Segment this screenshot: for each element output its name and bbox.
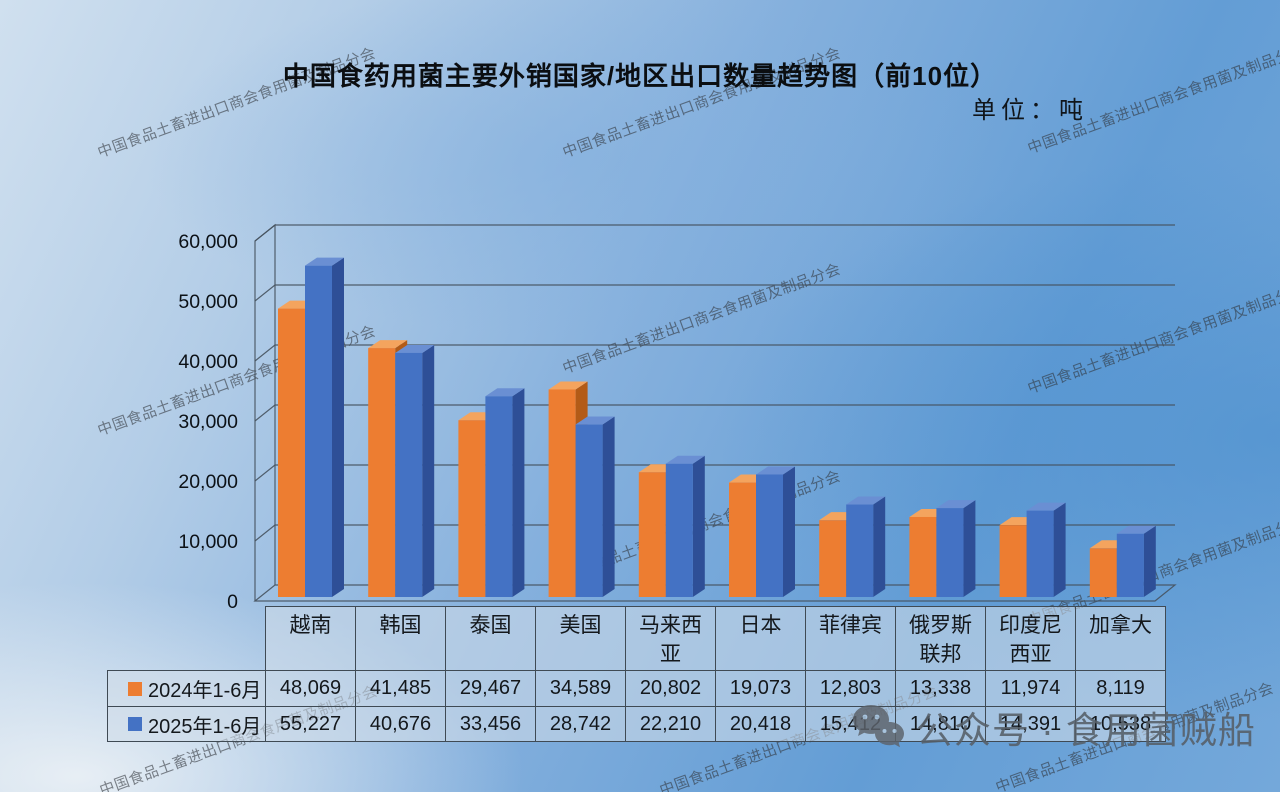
y-axis-label: 50,000 (178, 291, 238, 313)
table-header-cell: 日本 (715, 606, 806, 671)
table-value-cell: 20,802 (625, 670, 716, 707)
bar-2025年1-6月-side (783, 466, 795, 597)
legend-swatch (128, 717, 142, 731)
page-title: 中国食药用菌主要外销国家/地区出口数量趋势图（前10位） (282, 61, 998, 91)
bar-2025年1-6月-side (332, 257, 344, 597)
table-value-cell: 19,073 (715, 670, 806, 707)
table-header-cell: 俄罗斯 联邦 (895, 606, 986, 671)
chart-floor (253, 584, 1177, 602)
bar-2024年1-6月-front (1089, 548, 1117, 597)
table-value-cell: 29,467 (445, 670, 536, 707)
legend-swatch (128, 681, 142, 696)
table-value-cell: 20,418 (715, 706, 806, 742)
grid-line (254, 224, 1175, 242)
table-header-cell: 越南 (265, 606, 356, 671)
bar-2025年1-6月-side (602, 416, 615, 597)
table-header-cell: 马来西 亚 (625, 606, 716, 671)
bar-2025年1-6月-top (665, 455, 705, 464)
table-value-cell: 13,338 (895, 670, 986, 707)
table-value-cell: 34,589 (535, 670, 626, 707)
bar-2024年1-6月-front (638, 472, 666, 597)
bar-2024年1-6月-top (368, 340, 408, 349)
bar-2024年1-6月-front (458, 420, 486, 597)
bar-2025年1-6月-front (305, 265, 332, 597)
bar-2024年1-6月-front (819, 520, 847, 597)
y-axis-label: 10,000 (178, 531, 238, 553)
table-value-cell: 22,210 (625, 706, 716, 742)
bar-2025年1-6月-front (756, 474, 783, 597)
bar-2025年1-6月-side (873, 496, 886, 597)
bar-2025年1-6月-front (485, 396, 513, 597)
bar-2025年1-6月-top (485, 388, 525, 397)
table-value-cell: 33,456 (445, 706, 536, 742)
bar-2025年1-6月-top (846, 496, 886, 505)
table-value-cell: 40,676 (355, 706, 446, 742)
bar-2025年1-6月-top (575, 416, 615, 425)
table-value-cell: 10,538 (1075, 706, 1166, 742)
bar-2025年1-6月-top (1116, 525, 1156, 534)
legend-label: 2024年1-6月 (148, 680, 262, 702)
bar-2024年1-6月-front (368, 348, 396, 597)
bar-2025年1-6月-front (395, 352, 423, 597)
table-header-cell: 美国 (535, 606, 626, 671)
bar-2025年1-6月-top (1026, 502, 1066, 511)
bar-2025年1-6月-side (1053, 502, 1066, 597)
table-value-cell: 55,227 (265, 706, 356, 742)
bar-2025年1-6月-front (846, 504, 874, 597)
unit-label: 单位：吨 (972, 98, 1088, 124)
bar-2024年1-6月-front (909, 516, 937, 597)
table-corner-cell (107, 606, 266, 671)
y-axis-label: 30,000 (178, 411, 238, 433)
bar-2024年1-6月-front (999, 525, 1027, 597)
bar-2025年1-6月-front (936, 508, 964, 597)
y-axis-label: 60,000 (178, 231, 238, 253)
table-value-cell: 12,803 (805, 670, 896, 707)
bar-2024年1-6月-top (548, 381, 588, 390)
legend-cell: 2025年1-6月 (107, 706, 266, 742)
bar-2025年1-6月-side (422, 344, 435, 597)
table-value-cell: 28,742 (535, 706, 626, 742)
bar-2024年1-6月-front (548, 389, 576, 597)
bar-2025年1-6月-top (305, 257, 344, 266)
bar-2024年1-6月-front (729, 482, 756, 597)
y-axis-label: 20,000 (178, 471, 238, 493)
bar-2025年1-6月-side (692, 455, 705, 597)
y-axis-label: 0 (227, 591, 238, 613)
legend-cell: 2024年1-6月 (107, 670, 266, 707)
table-header-cell: 加拿大 (1075, 606, 1166, 671)
bar-2024年1-6月-front (278, 308, 305, 597)
bar-2025年1-6月-top (936, 500, 976, 509)
table-header-cell: 泰国 (445, 606, 536, 671)
table-value-cell: 41,485 (355, 670, 446, 707)
bar-2025年1-6月-front (1026, 510, 1054, 597)
grid-line (254, 284, 1175, 302)
y-axis-label: 40,000 (178, 351, 238, 373)
bar-2025年1-6月-front (1116, 533, 1144, 597)
bar-2025年1-6月-top (756, 466, 795, 475)
table-header-cell: 菲律宾 (805, 606, 896, 671)
bar-2025年1-6月-side (1143, 525, 1156, 597)
table-header-cell: 韩国 (355, 606, 446, 671)
bar-2025年1-6月-side (963, 500, 976, 597)
table-header-cell: 印度尼 西亚 (985, 606, 1076, 671)
footer-account-text: 公众号 · 食用菌贼船 (916, 710, 1256, 751)
footer: 公众号 · 食用菌贼船 (848, 698, 1256, 756)
legend-label: 2025年1-6月 (148, 715, 262, 738)
data-table: 越南 韩国 泰国 美国 马来西 亚日本 菲律宾 俄罗斯 联邦 印度尼 西亚 加拿大 2024年1-… (107, 606, 1166, 742)
table-value-cell: 48,069 (265, 670, 356, 707)
bar-2025年1-6月-front (575, 424, 603, 597)
left-wall (254, 223, 276, 601)
bar-2025年1-6月-front (665, 463, 693, 597)
bar-2025年1-6月-side (512, 388, 525, 597)
wechat-icon (853, 705, 904, 748)
table-value-cell: 11,974 (985, 670, 1076, 707)
table-value-cell: 14,391 (985, 706, 1076, 742)
bar-2025年1-6月-top (395, 344, 435, 353)
